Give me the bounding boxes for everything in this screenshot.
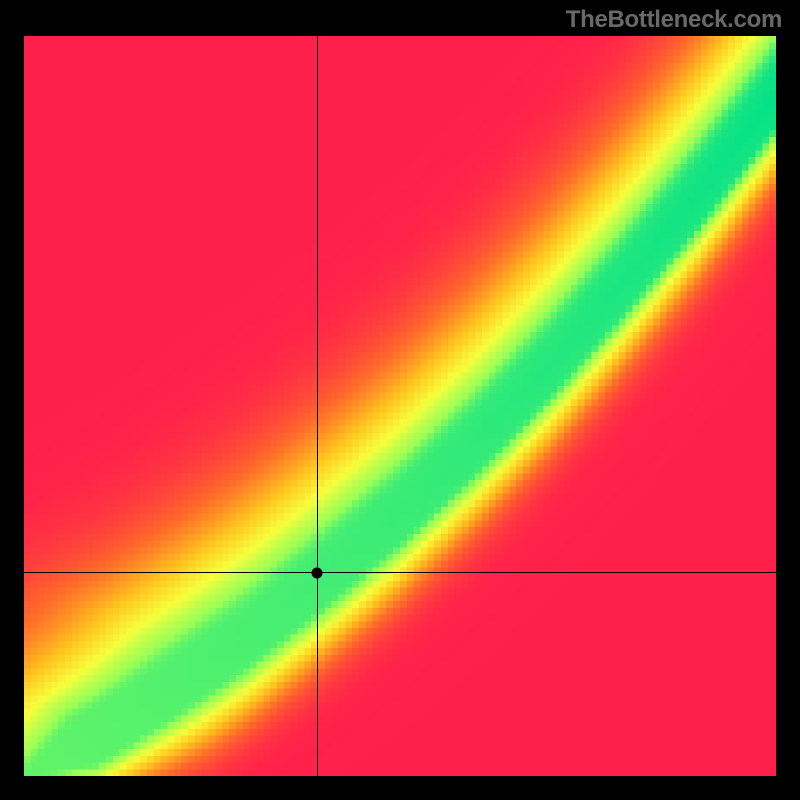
- watermark-text: TheBottleneck.com: [566, 6, 782, 34]
- crosshair-marker-dot: [312, 567, 323, 578]
- chart-container: { "watermark": { "text": "TheBottleneck.…: [0, 0, 800, 800]
- crosshair-horizontal-line: [24, 572, 776, 573]
- heatmap-canvas: [24, 36, 776, 776]
- crosshair-vertical-line: [317, 36, 318, 776]
